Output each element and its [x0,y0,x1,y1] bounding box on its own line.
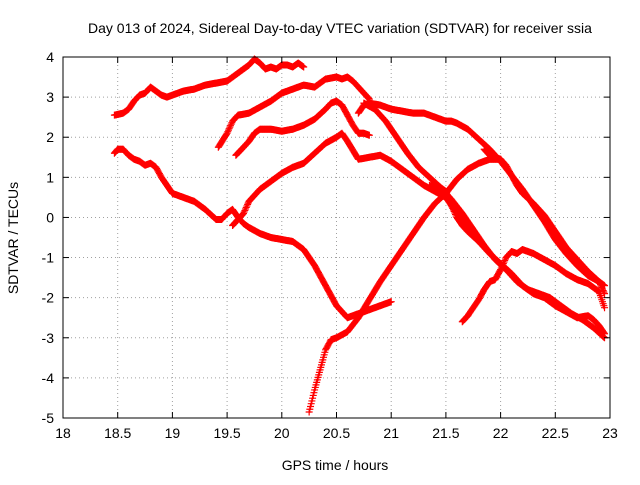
data-point [224,128,232,136]
data-point [449,206,457,214]
x-tick-label: 19.5 [213,425,240,441]
data-point [387,298,395,306]
x-tick-label: 18 [55,425,71,441]
x-tick-label: 20.5 [323,425,350,441]
data-point [500,258,508,266]
axis-ticks: 18 18.5 19 19.5 20 20.5 21 21.5 22 22.5 23-5-4-3-2… [42,49,618,441]
series-arc-3 [214,73,373,151]
data-point [449,204,457,212]
x-tick-label: 20 [274,425,290,441]
data-point [451,209,459,217]
data-point [600,288,608,296]
x-tick-label: 19 [165,425,181,441]
y-tick-label: 2 [46,129,54,145]
data-point [240,209,248,217]
data-point [227,122,235,130]
data-point [242,203,250,211]
data-point [599,287,607,295]
x-tick-label: 21.5 [432,425,459,441]
series-arc-4 [232,97,373,159]
y-tick-label: -1 [42,250,55,266]
data-point [242,205,250,213]
data-point [601,304,609,312]
data-point [597,282,605,290]
data-point [448,203,456,211]
series-arc-8 [360,99,609,342]
data-point [598,284,606,292]
data-point [601,290,609,298]
y-tick-label: -3 [42,330,55,346]
series-arc-2 [110,145,395,322]
data-point [451,210,459,218]
data-point [224,126,232,134]
data-point [499,260,507,268]
data-point [598,285,606,293]
y-tick-label: -2 [42,290,55,306]
data-point [227,120,235,128]
data-point [595,278,603,286]
data-point [497,264,505,272]
data-point [501,257,509,265]
data-point [244,200,252,208]
x-tick-label: 21 [383,425,399,441]
data-point [226,123,234,131]
data-point [240,208,248,216]
series-arc-9 [425,181,609,338]
data-point [364,94,372,102]
y-tick-label: -4 [42,370,55,386]
series-arc-10 [458,246,609,326]
data-point [601,330,609,338]
data-point [498,263,506,271]
series-arc-6 [305,155,505,416]
x-axis-label: GPS time / hours [282,457,389,473]
x-tick-label: 23 [602,425,618,441]
data-point [497,266,505,274]
series-arc-11 [480,145,609,298]
data-point [365,131,373,139]
data-point [225,125,233,133]
y-tick-label: 0 [46,209,54,225]
x-tick-label: 22.5 [542,425,569,441]
data-point [241,206,249,214]
chart-title: Day 013 of 2024, Sidereal Day-to-day VTE… [88,20,592,36]
data-markers [110,55,609,416]
data-point [450,207,458,215]
data-point [499,261,507,269]
y-tick-label: 3 [46,89,54,105]
grid-layer [63,57,610,418]
data-point [300,63,308,71]
series-arc-1 [110,55,308,119]
y-tick-label: -5 [42,410,55,426]
data-point [596,279,604,287]
y-axis-label: SDTVAR / TECUs [5,182,21,294]
x-tick-label: 18.5 [104,425,131,441]
y-tick-label: 4 [46,49,54,65]
x-tick-label: 22 [493,425,509,441]
data-point [223,129,231,137]
data-point [447,201,455,209]
data-point [243,202,251,210]
data-point [596,281,604,289]
data-point [600,329,608,337]
y-tick-label: 1 [46,169,54,185]
